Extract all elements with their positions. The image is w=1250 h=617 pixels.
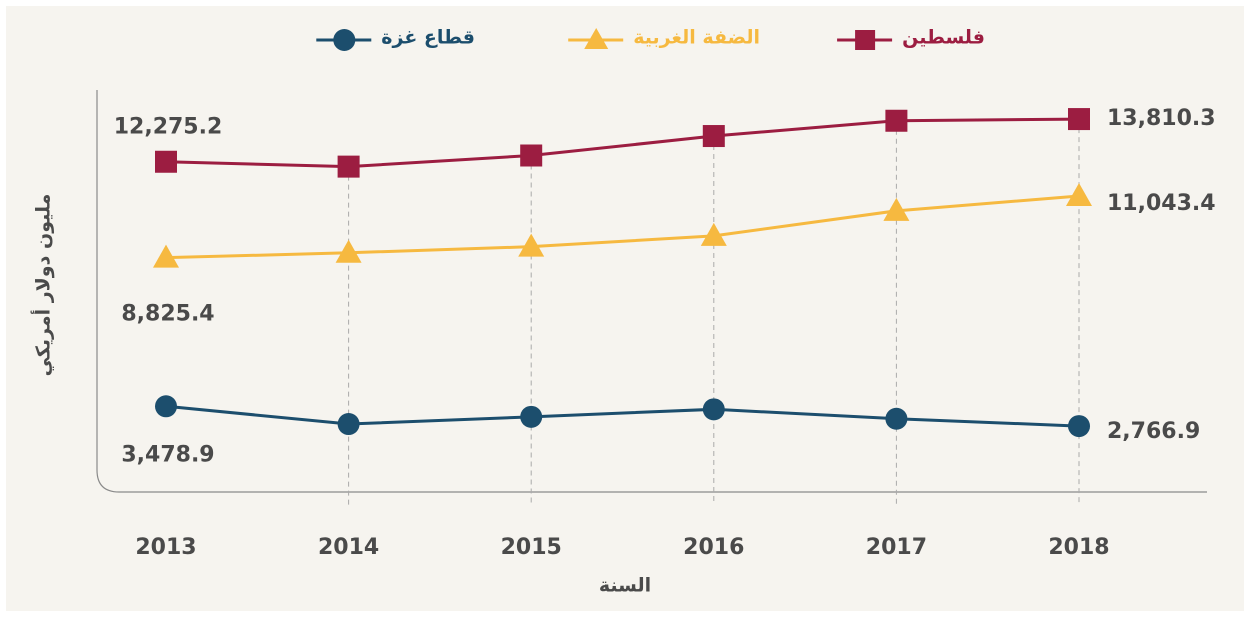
data-point [337,155,360,178]
x-tick-label: 2016 [683,535,744,560]
x-axis-title: السنة [599,575,651,597]
axis-frame [96,90,1207,493]
data-label: 13,810.3 [1107,106,1216,131]
data-point [1068,108,1090,131]
series-line [165,117,1080,169]
data-label: 2,766.9 [1107,419,1200,444]
data-point [1066,182,1092,206]
data-point [1068,415,1090,438]
data-point [518,233,545,257]
x-tick-label: 2013 [135,535,196,560]
data-point [335,239,362,263]
legend-label: قطاع غزة [381,27,475,49]
legend-marker [855,30,876,50]
data-point [337,413,360,436]
y-axis-title: مليون دولار أمريكي [31,194,55,377]
data-label: 12,275.2 [114,115,223,140]
data-point [155,150,177,173]
data-point [155,395,177,418]
data-point [883,197,910,221]
data-point [885,109,908,132]
legend-label: الضفة الغربية [633,27,760,49]
data-label: 8,825.4 [121,302,214,327]
data-point [700,222,727,246]
data-point [520,405,543,428]
legend-marker [333,29,356,51]
series-line [165,194,1080,260]
data-label: 3,478.9 [121,442,214,467]
x-tick-label: 2015 [501,535,562,560]
data-point [885,407,908,430]
data-point [702,398,725,421]
legend-marker [584,28,609,49]
data-point [153,244,179,268]
legend-label: فلسطين [902,27,985,49]
x-tick-label: 2018 [1048,535,1109,560]
x-tick-label: 2014 [318,535,379,560]
x-tick-label: 2017 [866,535,927,560]
series-line [165,404,1080,428]
data-point [520,144,543,167]
data-label: 11,043.4 [1107,191,1216,216]
data-point [702,125,725,148]
background [6,6,1244,611]
